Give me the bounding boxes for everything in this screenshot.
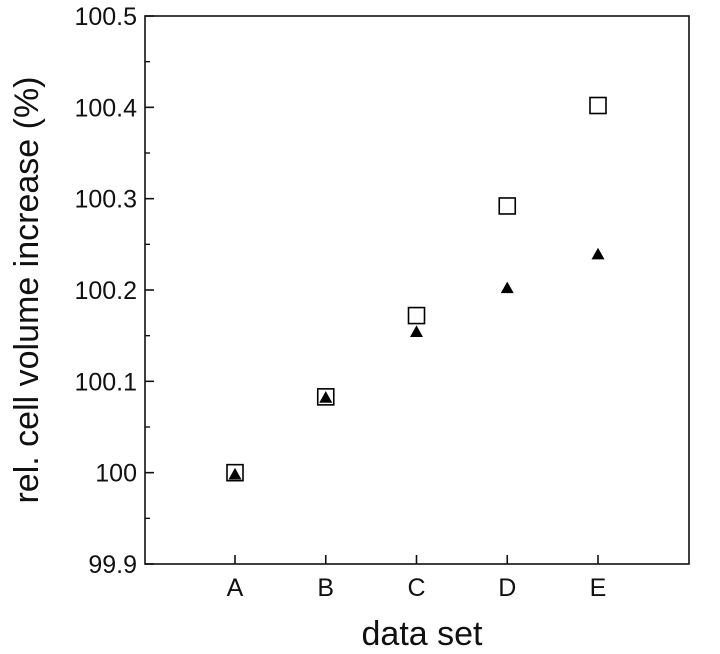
y-tick-label: 100.4 xyxy=(74,94,137,122)
y-tick-label: 100.2 xyxy=(74,277,137,305)
point-filled-triangle xyxy=(410,325,423,337)
point-filled-triangle xyxy=(319,391,333,403)
data-points xyxy=(226,96,607,482)
x-axis-label: data set xyxy=(362,615,484,653)
point-filled-triangle xyxy=(228,467,242,480)
x-tick-label: C xyxy=(407,574,425,602)
x-tick-label: E xyxy=(590,574,607,602)
x-tick-label: D xyxy=(498,574,516,602)
point-filled-triangle xyxy=(591,247,605,260)
point-open-square xyxy=(589,96,607,115)
x-axis-ticks: A B C D E xyxy=(227,555,607,602)
y-tick-label: 100.1 xyxy=(74,368,137,396)
y-tick-label: 99.9 xyxy=(88,551,137,579)
y-axis-ticks: 99.9 100 100.1 100.2 100.3 100.4 100.5 xyxy=(74,3,154,579)
point-open-square xyxy=(498,197,517,215)
x-tick-label: A xyxy=(227,574,244,602)
point-filled-triangle xyxy=(500,281,514,294)
x-tick-label: B xyxy=(317,574,334,602)
point-open-square xyxy=(226,463,244,482)
point-open-square xyxy=(316,388,335,406)
point-open-square xyxy=(407,306,426,325)
y-tick-label: 100.3 xyxy=(74,186,137,214)
y-axis-label: rel. cell volume increase (%) xyxy=(8,76,46,503)
y-tick-label: 100.5 xyxy=(74,3,137,31)
plot-frame xyxy=(144,15,690,565)
y-tick-label: 100 xyxy=(95,460,137,488)
